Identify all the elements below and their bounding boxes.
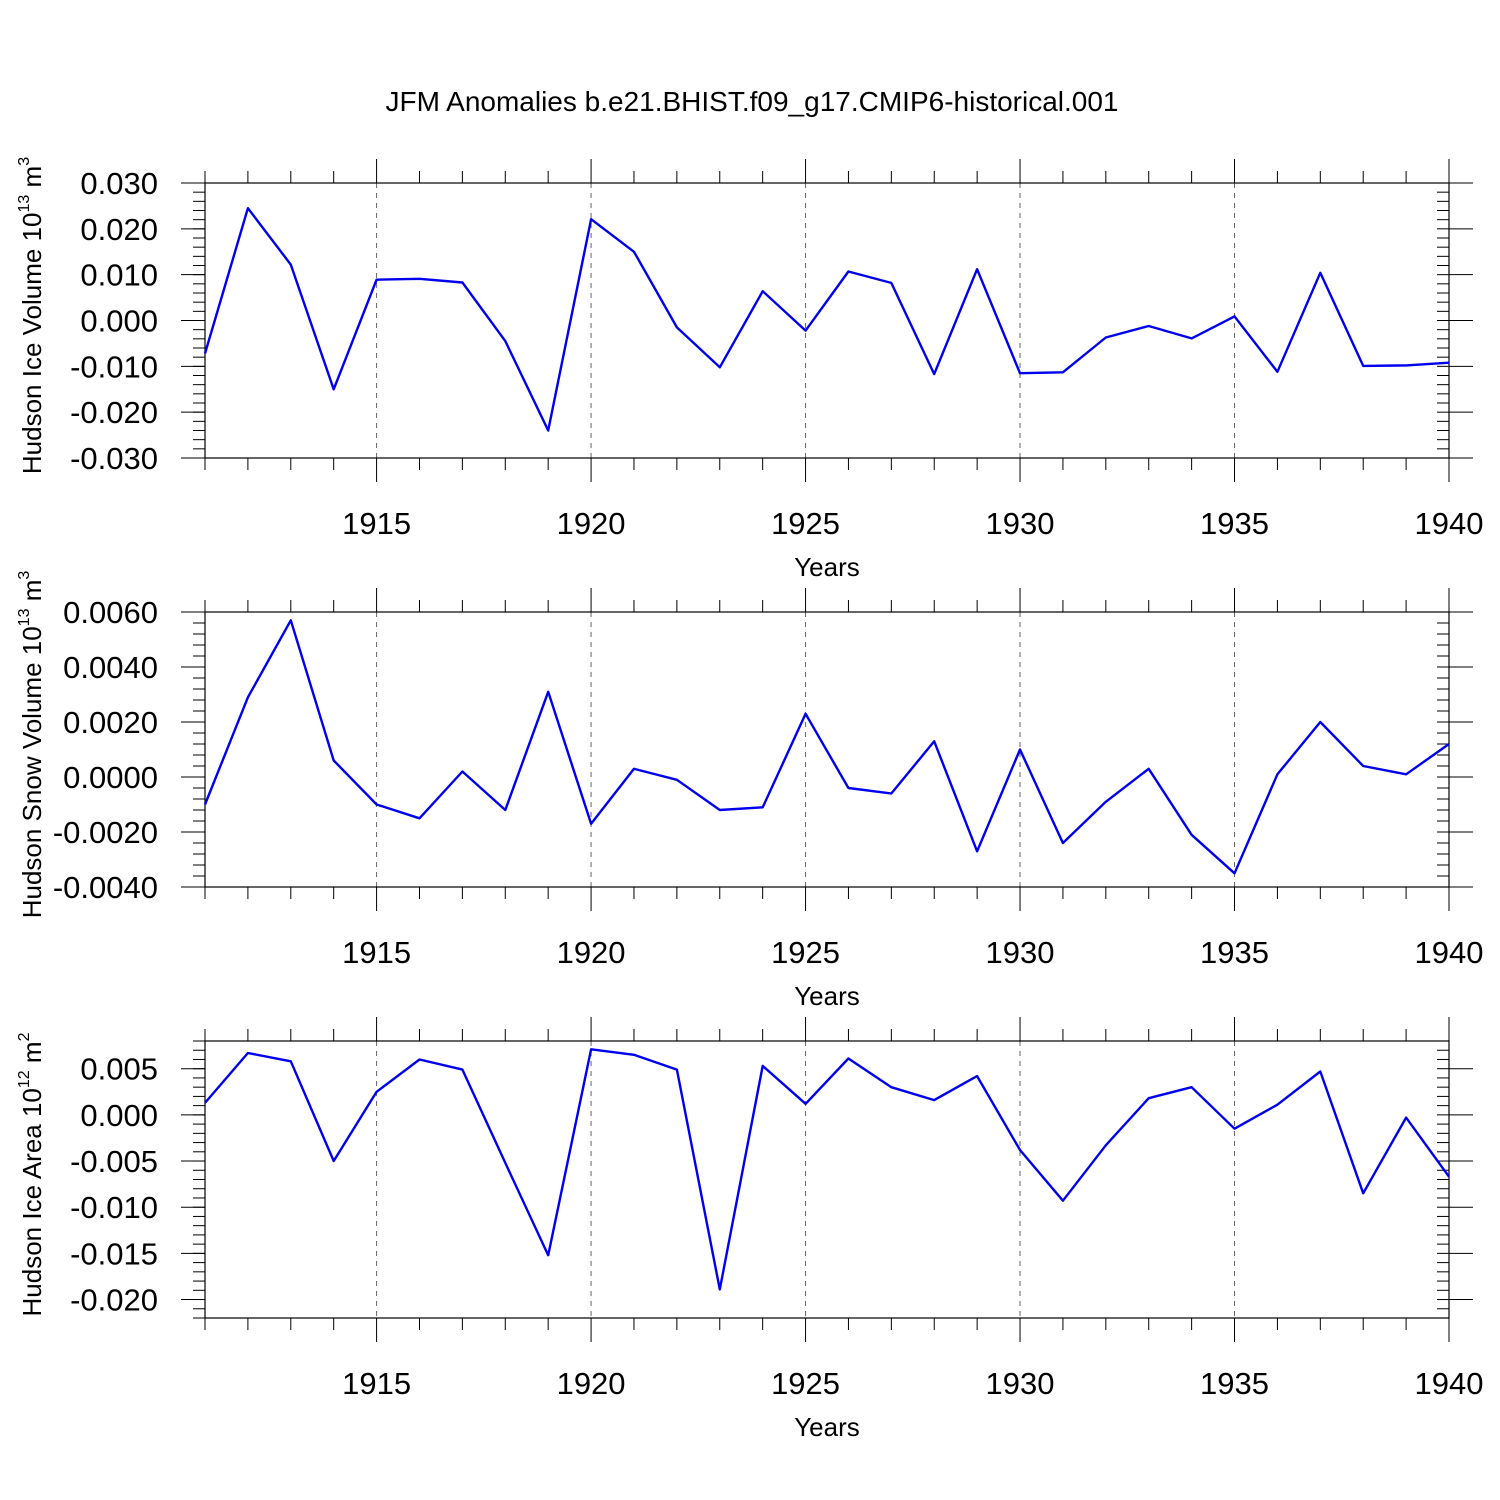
panels-container: -0.030 -0.020 -0.010 0.000 0.010 0.020 0.030 19… — [16, 157, 1483, 1442]
x-tick-label: 1935 — [1200, 935, 1269, 970]
x-tick-label: 1940 — [1415, 506, 1484, 541]
y-tick-label: 0.030 — [80, 166, 158, 201]
x-tick-label: 1920 — [557, 506, 626, 541]
y-tick-label: -0.0040 — [53, 870, 158, 905]
x-axis-title: Years — [794, 1412, 860, 1442]
y-tick-label: -0.0020 — [53, 815, 158, 850]
panel-3: -0.020 -0.015 -0.010 -0.005 0.000 0.005 1915 19… — [16, 1017, 1483, 1442]
x-tick-label: 1930 — [986, 1366, 1055, 1401]
x-tick-label: 1925 — [771, 1366, 840, 1401]
x-axis-title: Years — [794, 552, 860, 582]
y-tick-label: 0.000 — [80, 304, 158, 339]
x-tick-label: 1930 — [986, 935, 1055, 970]
y-tick-label: 0.0020 — [63, 705, 158, 740]
x-tick-label: 1935 — [1200, 1366, 1269, 1401]
x-tick-label: 1915 — [342, 935, 411, 970]
y-tick-label: 0.0040 — [63, 650, 158, 685]
x-tick-label: 1915 — [342, 1366, 411, 1401]
x-tick-label: 1925 — [771, 935, 840, 970]
y-axis-title: Hudson Snow Volume 1013 m3 — [16, 571, 47, 919]
x-tick-label: 1915 — [342, 506, 411, 541]
y-tick-label: -0.005 — [70, 1144, 158, 1179]
y-tick-label: 0.0000 — [63, 760, 158, 795]
y-tick-label: 0.0060 — [63, 595, 158, 630]
y-tick-label: -0.010 — [70, 1190, 158, 1225]
x-tick-label: 1940 — [1415, 1366, 1484, 1401]
y-tick-label: -0.030 — [70, 441, 158, 476]
panel-1: -0.030 -0.020 -0.010 0.000 0.010 0.020 0.030 19… — [16, 157, 1483, 582]
series-line — [204, 1048, 1450, 1291]
x-tick-label: 1920 — [557, 1366, 626, 1401]
y-tick-label: -0.015 — [70, 1236, 158, 1271]
x-tick-label: 1925 — [771, 506, 840, 541]
y-tick-label: 0.020 — [80, 212, 158, 247]
x-tick-label: 1935 — [1200, 506, 1269, 541]
y-axis-title: Hudson Ice Area 1012 m2 — [16, 1032, 47, 1316]
x-axis-title: Years — [794, 981, 860, 1011]
y-tick-label: -0.020 — [70, 395, 158, 430]
x-tick-label: 1930 — [986, 506, 1055, 541]
y-axis-title: Hudson Ice Volume 1013 m3 — [16, 157, 47, 474]
y-tick-label: -0.010 — [70, 349, 158, 384]
figure-title: JFM Anomalies b.e21.BHIST.f09_g17.CMIP6-… — [385, 86, 1118, 117]
panel-2: -0.0040 -0.0020 0.0000 0.0020 0.0040 0.0060 19… — [16, 571, 1483, 1011]
x-tick-label: 1920 — [557, 935, 626, 970]
y-tick-label: 0.010 — [80, 258, 158, 293]
y-tick-label: -0.020 — [70, 1283, 158, 1318]
y-tick-label: 0.000 — [80, 1098, 158, 1133]
y-tick-label: 0.005 — [80, 1052, 158, 1087]
x-tick-label: 1940 — [1415, 935, 1484, 970]
series-line — [203, 619, 1450, 875]
series-line — [203, 206, 1450, 432]
plot-frame — [204, 611, 1450, 888]
